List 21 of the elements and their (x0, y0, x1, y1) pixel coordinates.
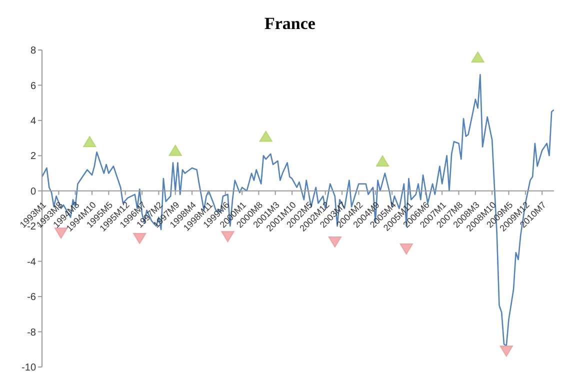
point (471, 52, 484, 63)
point (133, 232, 146, 244)
y-tick-label: 2 (30, 151, 36, 162)
point (376, 155, 390, 166)
y-tick-label: 4 (30, 116, 36, 127)
point (168, 144, 182, 156)
y-tick-label: 0 (30, 186, 36, 198)
y-tick-label: -6 (27, 292, 36, 304)
y-tick-label: -8 (27, 327, 36, 338)
y-tick-label: -4 (27, 256, 36, 268)
point (259, 130, 272, 142)
point (54, 228, 68, 239)
point (400, 244, 413, 255)
point (500, 346, 513, 357)
y-tick-label: 6 (30, 80, 36, 92)
y-tick-label: 8 (30, 46, 36, 57)
chart-title: France (264, 14, 316, 34)
point (83, 136, 96, 148)
point (221, 231, 234, 242)
point (328, 236, 342, 248)
y-tick-label: -10 (22, 362, 36, 374)
